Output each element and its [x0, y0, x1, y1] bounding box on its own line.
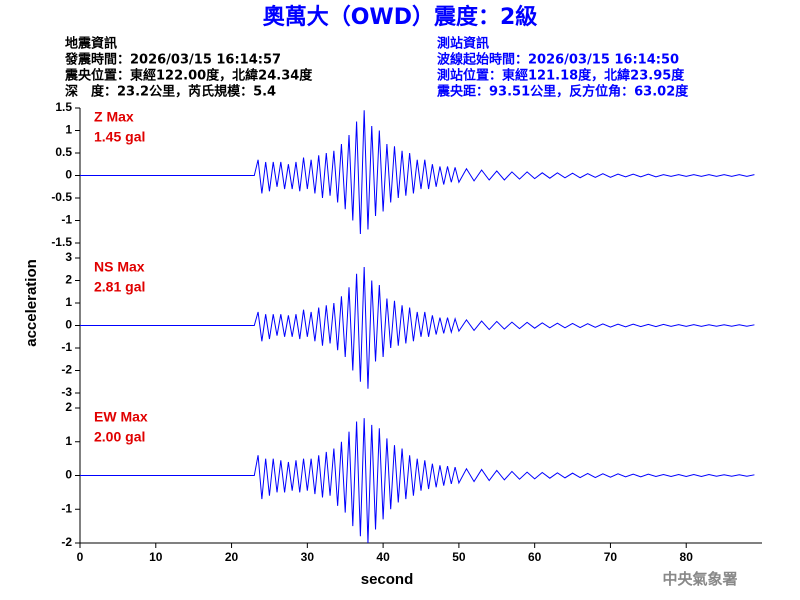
y-tick-label: 2 — [65, 273, 72, 287]
station-info-line: 測站資訊 — [437, 36, 489, 52]
x-tick-label: 70 — [604, 550, 618, 564]
y-tick-label: 0 — [65, 318, 72, 332]
y-tick-label: 2 — [65, 400, 72, 414]
y-tick-label: -1 — [61, 340, 72, 354]
panel-annotation: 1.45 gal — [94, 129, 145, 145]
event-info-line: 地震資訊 — [65, 36, 117, 52]
x-tick-label: 20 — [225, 550, 239, 564]
chart-title: 奧萬大（OWD）震度：2級 — [263, 4, 538, 30]
footer: 中央氣象署 — [662, 570, 737, 588]
waveform — [80, 110, 755, 235]
x-axis-label: second — [361, 571, 414, 588]
y-tick-label: 0.5 — [55, 145, 72, 159]
panel-annotation: 2.00 gal — [94, 429, 145, 445]
station-info-line: 測站位置：東經121.18度，北緯23.95度 — [437, 68, 685, 84]
y-tick-label: 1 — [65, 295, 72, 309]
x-tick-label: 60 — [528, 550, 542, 564]
event-info-line: 震央位置：東經122.00度，北緯24.34度 — [64, 68, 313, 84]
y-tick-label: -3 — [61, 385, 72, 399]
x-tick-label: 0 — [77, 550, 84, 564]
y-tick-label: -1.5 — [51, 235, 72, 249]
event-info: 地震資訊 發震時間：2026/03/15 16:14:57 震央位置：東經122… — [64, 36, 313, 100]
station-info: 測站資訊 波線起始時間：2026/03/15 16:14:50 測站位置：東經1… — [436, 36, 689, 100]
station-info-line: 波線起始時間：2026/03/15 16:14:50 — [437, 52, 679, 68]
station-info-line: 震央距：93.51公里，反方位角：63.02度 — [436, 84, 689, 100]
x-tick-label: 40 — [376, 550, 390, 564]
waveform — [80, 418, 755, 544]
panel-annotation: EW Max — [94, 409, 148, 425]
panel-annotation: Z Max — [94, 109, 134, 125]
panel-annotation: 2.81 gal — [94, 279, 145, 295]
x-tick-label: 30 — [301, 550, 315, 564]
x-tick-label: 50 — [452, 550, 466, 564]
y-tick-label: 0 — [65, 468, 72, 482]
x-tick-label: 80 — [680, 550, 694, 564]
y-tick-label: 1 — [65, 123, 72, 137]
y-tick-label: 3 — [65, 250, 72, 264]
y-tick-label: 0 — [65, 168, 72, 182]
y-tick-label: -0.5 — [51, 190, 72, 204]
x-tick-label: 10 — [149, 550, 163, 564]
y-tick-label: -2 — [61, 363, 72, 377]
y-tick-label: 1.5 — [55, 100, 72, 114]
y-tick-label: 1 — [65, 434, 72, 448]
waveform — [80, 266, 755, 389]
y-tick-label: -2 — [61, 535, 72, 549]
panel-annotation: NS Max — [94, 259, 145, 275]
event-info-line: 發震時間：2026/03/15 16:14:57 — [64, 52, 281, 68]
y-tick-label: -1 — [61, 501, 72, 515]
event-info-line: 深 度：23.2公里，芮氏規模：5.4 — [65, 84, 276, 100]
y-tick-label: -1 — [61, 213, 72, 227]
y-axis-label: acceleration — [23, 259, 40, 347]
